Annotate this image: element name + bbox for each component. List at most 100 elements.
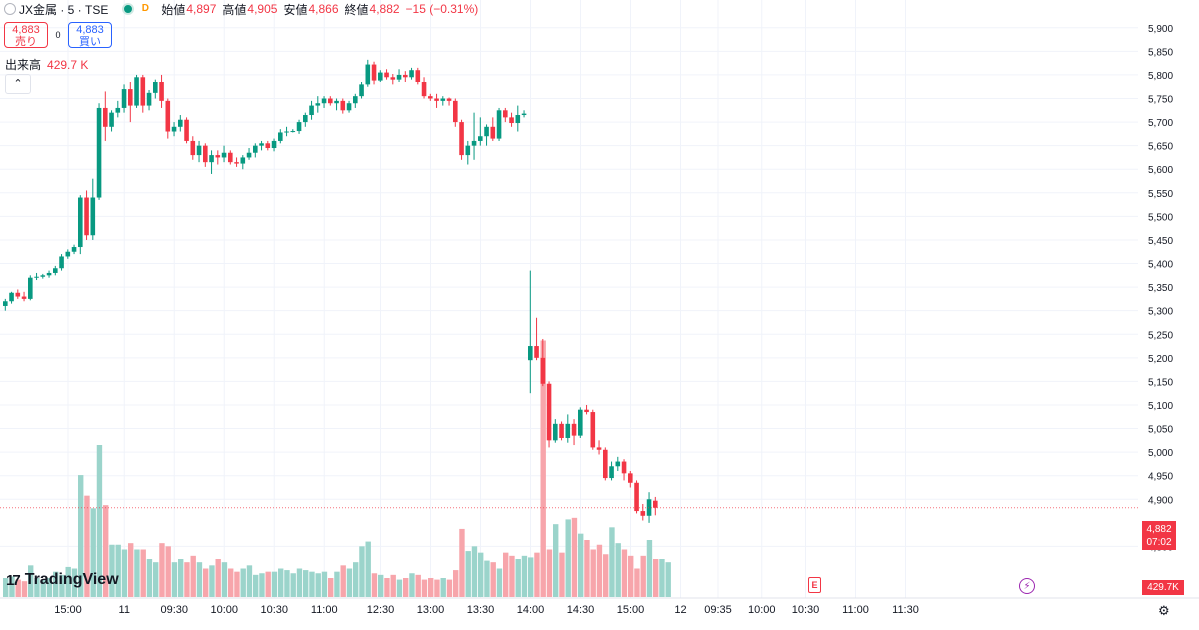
price-tick-label: 4,950 [1148, 472, 1173, 483]
candle-body [303, 115, 308, 123]
symbol-title[interactable]: JX金属 · 5 · TSE [19, 2, 109, 17]
volume-bar [365, 541, 371, 597]
volume-legend[interactable]: 出来高 429.7 K [5, 56, 88, 73]
candle-body [15, 292, 21, 297]
volume-bar [590, 549, 596, 597]
volume-bar [134, 549, 140, 597]
sell-price: 4,883 [12, 24, 40, 36]
candle-body [471, 140, 477, 146]
volume-bar [465, 551, 471, 597]
volume-bar [315, 573, 321, 597]
volume-bar [28, 565, 34, 597]
candle-body [284, 131, 289, 133]
price-tick-label: 5,750 [1148, 95, 1173, 106]
sell-button[interactable]: 4,883 売り [4, 22, 48, 48]
candle-body [84, 197, 89, 236]
time-tick-label: 15:00 [54, 604, 82, 616]
open-value: 4,897 [186, 2, 217, 16]
volume-bar [271, 571, 278, 597]
price-tick-label: 5,400 [1148, 260, 1173, 271]
volume-bar [253, 574, 259, 597]
candle-body [59, 256, 64, 269]
candle-body [559, 423, 564, 438]
candle-body [390, 77, 396, 80]
news-event-icon[interactable]: ⚡ [1019, 578, 1035, 594]
candle-body [521, 113, 527, 116]
candle-body [634, 482, 639, 512]
candle-body [621, 461, 627, 474]
volume-bar [9, 576, 15, 597]
candle-body [296, 122, 302, 132]
price-tick-label: 5,650 [1148, 142, 1173, 153]
candle-body [584, 409, 589, 413]
earnings-event-icon[interactable]: E [808, 577, 821, 593]
price-tick-label: 5,900 [1148, 24, 1173, 35]
volume-bar [653, 559, 659, 597]
high-label: 高値 [222, 2, 247, 17]
price-tick-label: 5,500 [1148, 212, 1173, 223]
candle-body [578, 409, 583, 436]
volume-bar [203, 568, 209, 597]
volume-bar [290, 573, 296, 597]
price-tick-label: 5,050 [1148, 425, 1173, 436]
volume-bar [546, 549, 553, 597]
volume-bar [21, 581, 28, 597]
volume-bar [471, 546, 478, 597]
time-tick-label: 14:30 [567, 604, 595, 616]
candle-body [40, 275, 46, 277]
volume-bar [559, 552, 565, 597]
candle-body [121, 89, 127, 108]
candle-body [115, 107, 121, 113]
tradingview-logo-icon: 17 [6, 571, 21, 589]
tradingview-logo-text: TradingView [24, 571, 119, 588]
candle-body [309, 105, 314, 116]
volume-bar [565, 519, 571, 597]
volume-bar [65, 566, 71, 597]
price-tick-label: 5,700 [1148, 118, 1173, 129]
volume-bar [415, 574, 421, 597]
volume-bar [34, 578, 40, 597]
candle-body [71, 247, 77, 252]
candle-body [503, 110, 508, 118]
candle-body [346, 103, 352, 111]
volume-bar [359, 546, 365, 597]
chart-header: JX金属 · 5 · TSE D 始値 4,897 高値 4,905 安値 4,… [0, 0, 484, 18]
volume-bar [159, 543, 165, 597]
volume-bar [246, 565, 253, 597]
volume-bar [146, 559, 153, 597]
collapse-legend-button[interactable]: ⌃ [5, 74, 31, 94]
buy-button[interactable]: 4,883 買い [68, 22, 112, 48]
volume-bar [265, 571, 271, 597]
candle-body [446, 98, 452, 101]
chart-grid [0, 0, 1138, 598]
time-tick-label: 09:30 [160, 604, 188, 616]
candle-body [321, 98, 327, 104]
candle-body [109, 112, 114, 127]
candle-body [640, 511, 646, 516]
volume-bar [184, 562, 190, 597]
candle-body [21, 296, 27, 299]
volume-bar [478, 552, 484, 597]
volume-bar [665, 562, 671, 597]
bar-countdown: 07:02 [1146, 537, 1172, 548]
candle-body [34, 276, 39, 278]
candle-body [540, 357, 546, 384]
time-tick-label: 13:30 [467, 604, 495, 616]
candle-body [278, 132, 283, 141]
candle-body [628, 473, 633, 483]
volume-bar [509, 555, 515, 597]
candle-body [553, 423, 558, 441]
settings-icon[interactable]: ⚙ [1158, 603, 1170, 618]
candle-body [96, 107, 102, 198]
candle-body [334, 100, 339, 104]
volume-bar [584, 540, 590, 597]
tradingview-logo[interactable]: 17 TradingView [6, 571, 119, 589]
candle-body [378, 72, 383, 81]
volume-bar [215, 559, 221, 597]
volume-bar [328, 578, 334, 597]
candle-body [465, 145, 471, 156]
candle-body [9, 292, 14, 302]
candle-body [46, 272, 52, 276]
volume-bar [15, 579, 21, 597]
